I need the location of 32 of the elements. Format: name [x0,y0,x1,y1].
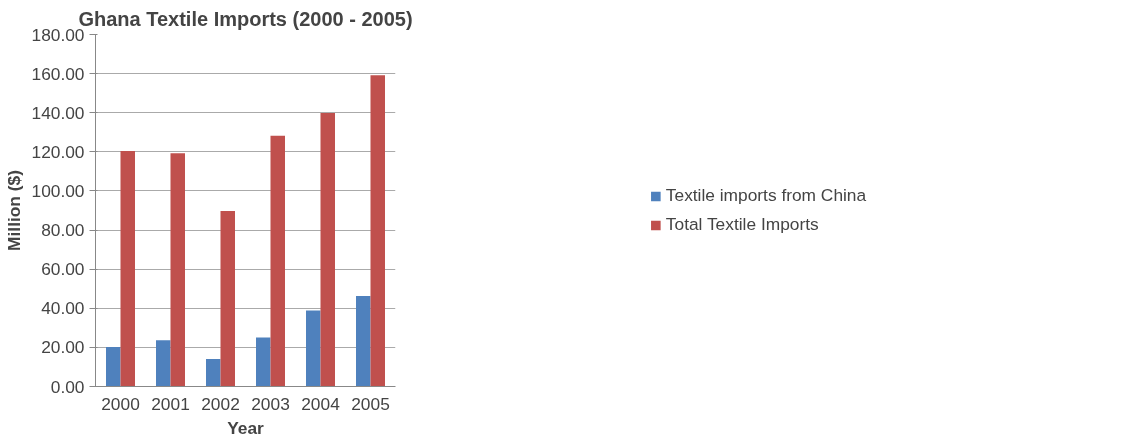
bar [106,347,121,387]
y-tick-label: 160.00 [31,63,85,84]
y-tick-label: 100.00 [31,180,85,201]
y-tick-label: 20.00 [41,337,85,358]
bar [256,337,271,387]
x-tick-label: 2000 [101,393,140,414]
x-tick-label: 2005 [351,393,390,414]
bar [356,295,371,387]
chart-title: Ghana Textile Imports (2000 - 2005) [78,7,413,30]
bar [120,151,135,387]
bar [370,75,385,387]
x-axis-title: Year [227,417,265,438]
x-tick-label: 2003 [251,393,290,414]
y-tick-label: 40.00 [41,298,85,319]
y-tick-label: 0.00 [50,376,85,397]
bar [156,340,171,387]
bar [206,359,221,387]
bar [170,153,185,387]
bar [306,310,321,387]
y-tick-label: 80.00 [41,220,85,241]
x-tick-label: 2002 [201,393,240,414]
y-tick-label: 60.00 [41,259,85,280]
y-tick-label: 120.00 [31,141,85,162]
x-tick-label: 2001 [151,393,190,414]
legend-label: Total Textile Imports [665,214,819,235]
y-tick-label: 140.00 [31,102,85,123]
bar [220,211,235,387]
bar [270,135,285,387]
legend-label: Textile imports from China [665,185,867,206]
bar [320,112,335,387]
x-tick-label: 2004 [301,393,341,414]
y-axis-title: Million ($) [3,170,24,251]
